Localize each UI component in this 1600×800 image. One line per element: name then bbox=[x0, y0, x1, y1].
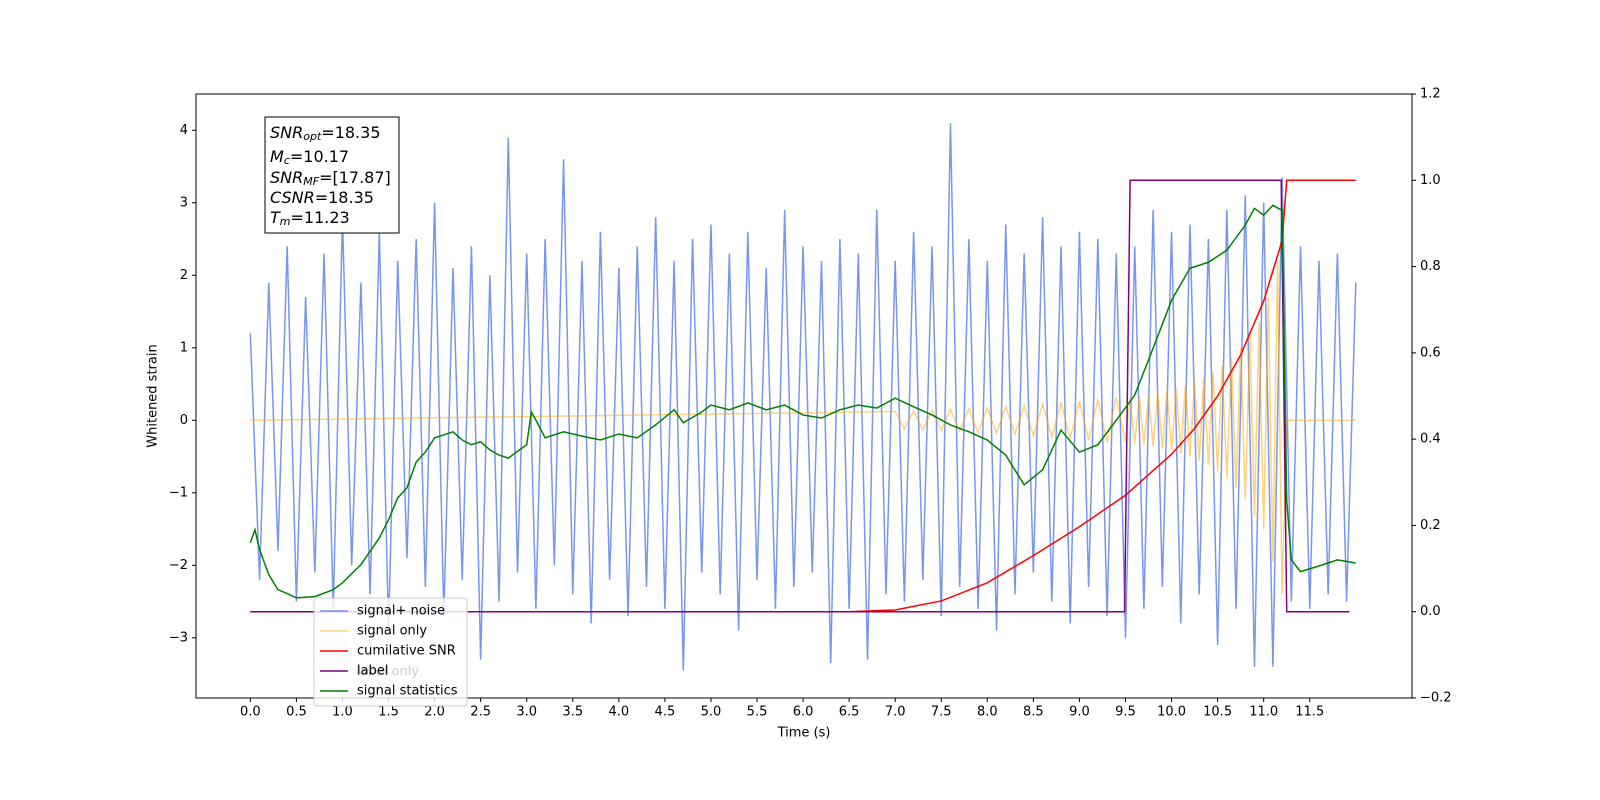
y2-tick-label: −0.2 bbox=[1420, 691, 1452, 706]
annotation-symbol: CSNR bbox=[270, 188, 315, 207]
x-tick-label: 8.0 bbox=[977, 705, 998, 720]
legend-box bbox=[313, 597, 468, 707]
annotation-value: =11.23 bbox=[291, 208, 350, 227]
annotation-line: CSNR=18.35 bbox=[270, 188, 374, 207]
annotation-symbol: M bbox=[270, 147, 284, 166]
y-tick-label: 3 bbox=[180, 195, 188, 210]
x-tick-label: 2.0 bbox=[424, 705, 445, 720]
x-tick-label: 1.5 bbox=[378, 705, 399, 720]
series-line bbox=[249, 122, 1357, 671]
annotation-value: =18.35 bbox=[321, 123, 380, 142]
x-tick-label: 7.0 bbox=[885, 705, 906, 720]
y-axis-label: Whitened strain bbox=[146, 344, 161, 447]
annotation-line: SNRopt=18.35 bbox=[270, 123, 381, 144]
x-tick-label: 6.0 bbox=[793, 705, 814, 720]
x-tick-label: 5.5 bbox=[747, 705, 768, 720]
x-axis-label: Time (s) bbox=[777, 726, 831, 741]
y-tick-label: −2 bbox=[169, 558, 188, 573]
x-tick-label: 10.0 bbox=[1157, 705, 1186, 720]
annotation-line: Mc=10.17 bbox=[270, 147, 349, 168]
annotation-subscript: m bbox=[280, 215, 291, 228]
y-tick-label: 4 bbox=[180, 123, 188, 138]
y-tick-label: 2 bbox=[180, 268, 188, 283]
x-tick-label: 3.0 bbox=[516, 705, 537, 720]
annotation-subscript: MF bbox=[303, 175, 319, 188]
y2-tick-label: 0.8 bbox=[1420, 259, 1441, 274]
x-tick-label: 2.5 bbox=[470, 705, 491, 720]
annotation-subscript: opt bbox=[303, 130, 322, 143]
legend-label: signal+ noise bbox=[357, 604, 445, 619]
plot-frame bbox=[195, 93, 1413, 699]
annotation: SNRopt=18.35Mc=10.17SNRMF=[17.87]CSNR=18… bbox=[264, 116, 400, 234]
legend-label: signal only bbox=[357, 624, 427, 639]
annotation-line: SNRMF=[17.87] bbox=[270, 168, 391, 189]
x-tick-label: 9.0 bbox=[1069, 705, 1090, 720]
annotation-value: =[17.87] bbox=[319, 168, 391, 187]
series-line bbox=[250, 179, 1356, 613]
y-tick-label: 0 bbox=[180, 413, 188, 428]
y2-tick-label: 0.4 bbox=[1420, 432, 1441, 447]
x-tick-label: 8.5 bbox=[1023, 705, 1044, 720]
annotation-line: Tm=11.23 bbox=[270, 208, 350, 229]
series-line bbox=[249, 204, 1356, 599]
x-tick-label: 0.0 bbox=[240, 705, 261, 720]
x-tick-label: 6.5 bbox=[839, 705, 860, 720]
x-tick-label: 5.0 bbox=[701, 705, 722, 720]
legend-label: label bbox=[357, 664, 388, 679]
x-tick-label: 1.0 bbox=[332, 705, 353, 720]
y2-tick-label: 0.6 bbox=[1420, 345, 1441, 360]
x-tick-label: 9.5 bbox=[1115, 705, 1136, 720]
annotation-symbol: SNR bbox=[270, 168, 303, 187]
legend-label: signal statistics bbox=[357, 684, 458, 699]
annotation-symbol: T bbox=[270, 208, 281, 227]
y2-tick-label: 1.2 bbox=[1420, 87, 1441, 102]
x-tick-label: 7.5 bbox=[931, 705, 952, 720]
x-tick-label: 11.0 bbox=[1249, 705, 1278, 720]
y-tick-label: 1 bbox=[180, 340, 188, 355]
x-tick-label: 4.0 bbox=[608, 705, 629, 720]
y-tick-label: −3 bbox=[169, 630, 188, 645]
x-tick-label: 4.5 bbox=[655, 705, 676, 720]
x-tick-label: 10.5 bbox=[1203, 705, 1232, 720]
x-tick-label: 3.5 bbox=[562, 705, 583, 720]
x-tick-label: 0.5 bbox=[286, 705, 307, 720]
annotation-symbol: SNR bbox=[270, 123, 303, 142]
series-line bbox=[250, 260, 1356, 595]
annotation-box bbox=[264, 116, 400, 234]
y2-tick-label: 0.0 bbox=[1420, 604, 1441, 619]
series-line bbox=[250, 179, 1350, 613]
annotation-value: =18.35 bbox=[315, 188, 374, 207]
y2-tick-label: 1.0 bbox=[1420, 173, 1441, 188]
annotation-subscript: c bbox=[284, 154, 290, 167]
y-tick-label: −1 bbox=[169, 485, 188, 500]
annotation-value: =10.17 bbox=[290, 147, 349, 166]
y2-tick-label: 0.2 bbox=[1420, 518, 1441, 533]
x-tick-label: 11.5 bbox=[1295, 705, 1324, 720]
legend-label: cumilative SNR bbox=[357, 644, 456, 659]
